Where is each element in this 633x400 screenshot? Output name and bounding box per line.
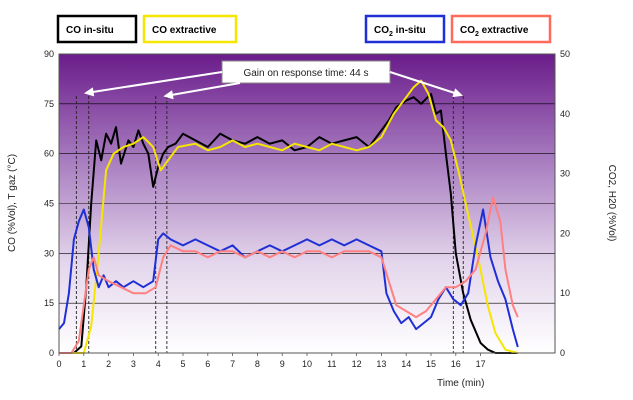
y-left-tick-label: 75 [44, 99, 54, 109]
x-tick-label: 15 [426, 359, 436, 369]
y-left-tick-label: 45 [44, 199, 54, 209]
annotation: Gain on response time: 44 s [83, 60, 463, 100]
annotation-arrow-mid-head [163, 90, 174, 100]
series-line-co-extractive [59, 79, 519, 354]
legend-label-co-in-situ: CO in-situ [66, 25, 114, 36]
y-right-tick-label: 50 [560, 49, 570, 59]
annotation-arrow-right-head [452, 88, 463, 98]
y-right-tick-label: 20 [560, 228, 570, 238]
legend-label-co2-extractive: CO2 extractive [460, 25, 529, 38]
y-right-tick-label: 30 [560, 169, 570, 179]
x-tick-label: 11 [327, 359, 336, 369]
x-tick-label: 8 [255, 359, 260, 369]
y-left-tick-label: 15 [44, 298, 54, 308]
x-tick-label: 14 [401, 359, 411, 369]
legend-co-in-situ: CO in-situ [56, 14, 138, 44]
x-tick-label: 2 [106, 359, 111, 369]
x-tick-label: 17 [476, 359, 486, 369]
annotation-text: Gain on response time: 44 s [243, 68, 368, 79]
x-tick-label: 3 [131, 359, 136, 369]
series-line-co2-extractive [59, 196, 519, 354]
y-right-tick-label: 40 [560, 109, 570, 119]
x-axis-label: Time (min) [437, 378, 484, 389]
y-left-tick-label: 60 [44, 149, 54, 159]
x-tick-label: 5 [180, 359, 185, 369]
legend-co-extractive: CO extractive [142, 14, 238, 44]
y-right-tick-label: 10 [560, 288, 570, 298]
x-tick-label: 13 [376, 359, 386, 369]
x-tick-label: 9 [280, 359, 285, 369]
x-tick-label: 0 [56, 359, 61, 369]
legend-co2-extractive: CO2 extractive [450, 14, 552, 44]
x-tick-label: 10 [302, 359, 312, 369]
annotation-arrow-mid [165, 82, 241, 97]
legend-label-co2-in-situ: CO2 in-situ [374, 25, 426, 38]
x-tick-label: 7 [230, 359, 235, 369]
x-tick-label: 6 [205, 359, 210, 369]
x-tick-label: 1 [81, 359, 86, 369]
x-tick-label: 12 [352, 359, 362, 369]
series-line-co-in-situ [59, 92, 518, 354]
annotation-arrow-right [389, 71, 462, 96]
x-tick-label: 16 [451, 359, 461, 369]
y-left-tick-label: 30 [44, 248, 54, 258]
legend-label-co-extractive: CO extractive [152, 25, 217, 36]
y-left-tick-label: 0 [49, 348, 54, 358]
annotation-arrow-left-head [83, 87, 95, 97]
y-left-axis-label: CO (%Vol), T gaz (°C) [7, 154, 18, 252]
x-tick-label: 4 [156, 359, 161, 369]
annotation-arrow-left [86, 71, 223, 94]
y-right-axis-label: CO2, H20 (%Vol) [606, 165, 617, 242]
legend-co2-in-situ: CO2 in-situ [364, 14, 446, 44]
y-right-tick-label: 0 [560, 348, 565, 358]
y-left-tick-label: 90 [44, 49, 54, 59]
